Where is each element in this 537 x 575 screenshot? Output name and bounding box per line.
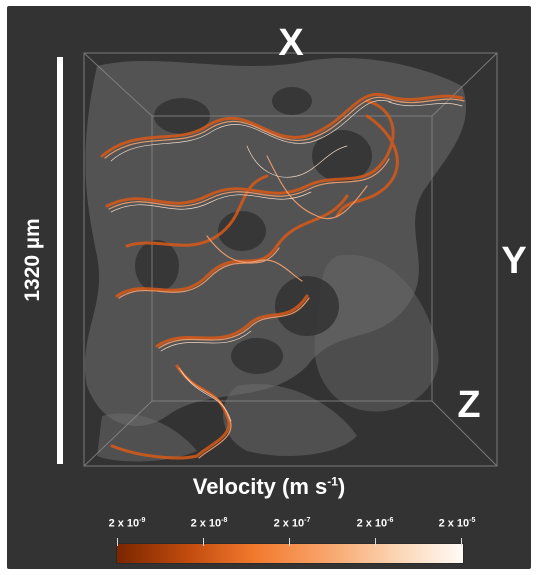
colorbar-tick bbox=[117, 538, 118, 546]
colorbar-tick bbox=[289, 538, 290, 546]
colorbar-tick bbox=[203, 538, 204, 546]
flow-visualization bbox=[83, 52, 498, 467]
colorbar-tick-label: 2 x 10-9 bbox=[108, 517, 146, 530]
scale-bar-label: 1320 µm bbox=[21, 218, 44, 302]
colorbar-tick bbox=[461, 538, 462, 546]
colorbar-tick-label: 2 x 10-6 bbox=[356, 517, 394, 530]
z-axis-label: Z bbox=[457, 384, 481, 426]
bounding-box bbox=[83, 52, 498, 467]
streamlines bbox=[100, 92, 465, 460]
colorbar-tick-labels: 2 x 10-9 2 x 10-8 2 x 10-7 2 x 10-6 2 x … bbox=[7, 517, 531, 537]
solid-grains bbox=[135, 87, 372, 374]
colorbar-tick-label: 2 x 10-8 bbox=[190, 517, 228, 530]
scale-bar bbox=[57, 57, 63, 464]
colorbar-tick-label: 2 x 10-7 bbox=[273, 517, 311, 530]
velocity-colorbar bbox=[116, 538, 464, 564]
figure-panel: X Y Z 1320 µm Velocity (m s-1) 2 x 10-9 … bbox=[7, 6, 531, 569]
colorbar-tick-label: 2 x 10-5 bbox=[438, 517, 476, 530]
x-axis-label: X bbox=[278, 22, 304, 64]
y-axis-label: Y bbox=[501, 240, 527, 282]
colorbar-title: Velocity (m s-1) bbox=[192, 474, 346, 499]
colorbar-tick bbox=[375, 538, 376, 546]
